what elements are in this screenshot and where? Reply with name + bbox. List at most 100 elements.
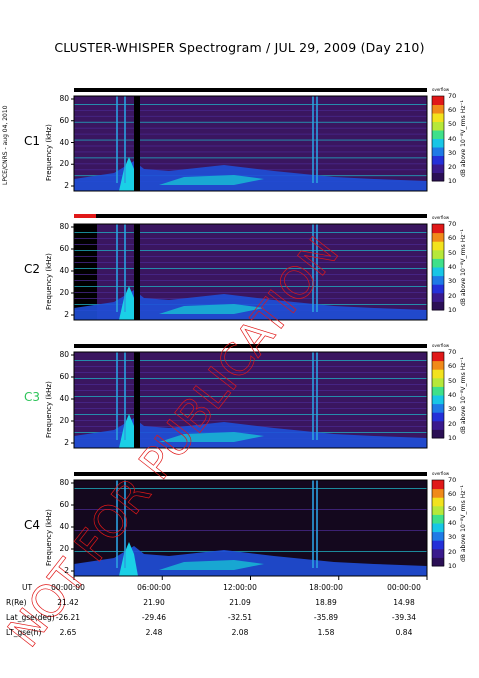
emission-line xyxy=(74,262,427,263)
colorbar-frame xyxy=(431,479,445,567)
colorbar-tick: 40 xyxy=(448,519,457,527)
y-tick-label: 2 xyxy=(64,438,69,447)
vertical-burst xyxy=(312,352,314,440)
emission-line xyxy=(74,274,427,275)
status-bar-gap-C2 xyxy=(74,214,96,218)
satellite-label-C3: C3 xyxy=(24,390,41,404)
colorbar-segment xyxy=(432,403,444,413)
emission-line xyxy=(74,232,427,233)
colorbar-segment xyxy=(432,540,444,550)
ephemeris-value: -26.21 xyxy=(55,613,81,622)
emission-line xyxy=(74,360,427,361)
colorbar-segment xyxy=(432,130,444,139)
emission-line xyxy=(74,157,427,159)
ephemeris-row: R(Re) 21.42 21.90 21.09 18.89 14.98 xyxy=(0,598,479,610)
enhancement-band xyxy=(159,175,264,185)
status-bar-C2 xyxy=(74,214,427,218)
colorbar-segment xyxy=(432,155,444,165)
y-tick-label: 40 xyxy=(59,522,69,531)
ephemeris-row-label: UT xyxy=(22,583,33,592)
vertical-burst xyxy=(116,96,118,183)
y-tick-label: 2 xyxy=(64,566,69,575)
colorbar-segment xyxy=(432,377,444,387)
calibration-gap-C3 xyxy=(134,352,140,448)
colorbar-tick: 30 xyxy=(448,405,457,414)
colorbar-segment xyxy=(432,523,444,533)
ephemeris-value: 06:00:00 xyxy=(137,583,171,592)
colorbar-segment xyxy=(432,488,444,498)
colorbar-segment xyxy=(432,232,444,242)
colorbar-segment xyxy=(432,480,444,490)
emission-line xyxy=(74,250,427,251)
colorbar-segment xyxy=(432,113,444,122)
colorbar-tick: 40 xyxy=(448,263,457,271)
y-tick-label: 40 xyxy=(59,394,69,403)
colorbar-segment xyxy=(432,258,444,268)
colorbar-segment xyxy=(432,224,444,234)
colorbar-segment xyxy=(432,241,444,251)
ephemeris-value: 1.58 xyxy=(317,628,335,637)
enhancement-06h xyxy=(119,542,138,576)
enhancement-band xyxy=(159,432,264,442)
colorbar-tick: 10 xyxy=(448,306,457,314)
y-tick-label: 60 xyxy=(59,244,69,253)
emission-line xyxy=(74,280,427,281)
colorbar-frame xyxy=(431,223,445,311)
colorbar-tick: 60 xyxy=(448,490,457,499)
vertical-burst xyxy=(312,224,314,312)
continuum-band xyxy=(74,290,427,320)
ephemeris-value: -32.51 xyxy=(227,613,253,622)
colorbar-top-label: overflow xyxy=(432,343,450,348)
colorbar-segment xyxy=(432,292,444,302)
colorbar-segment xyxy=(432,514,444,524)
colorbar-tick: 50 xyxy=(448,376,457,385)
colorbar-segment xyxy=(432,531,444,541)
continuum-band xyxy=(74,418,427,448)
ephemeris-value: 00:00:00 xyxy=(51,583,85,592)
emission-line xyxy=(74,530,427,531)
y-axis-label: Frequency (kHz) xyxy=(45,509,53,566)
colorbar-tick: 10 xyxy=(448,562,457,570)
colorbar-segment xyxy=(432,429,444,439)
emission-line xyxy=(74,402,427,403)
enhancement-06h xyxy=(119,286,138,320)
emission-line xyxy=(74,104,427,105)
status-bar-C3 xyxy=(74,344,427,348)
vertical-burst xyxy=(312,96,314,183)
emission-line xyxy=(74,115,427,117)
vertical-burst xyxy=(116,480,118,568)
colorbar-tick: 70 xyxy=(448,220,457,228)
colorbar-tick: 30 xyxy=(448,533,457,542)
colorbar-segment xyxy=(432,352,444,362)
colorbar-segment xyxy=(432,275,444,285)
ephemeris-value: 18:00:00 xyxy=(309,583,343,592)
colorbar-segment xyxy=(432,412,444,422)
ephemeris-value: 2.08 xyxy=(231,628,249,637)
y-axis-label: Frequency (kHz) xyxy=(45,253,53,310)
panel-frame-C3 xyxy=(73,351,428,449)
ephemeris-value: -35.89 xyxy=(313,613,339,622)
emission-line xyxy=(74,139,427,141)
calibration-gap-C1 xyxy=(134,96,140,191)
colorbar-segment xyxy=(432,164,444,173)
y-tick-label: 20 xyxy=(59,544,69,553)
vertical-burst xyxy=(316,224,318,312)
ephemeris-row: UT 00:00:00 06:00:00 12:00:00 18:00:00 00:00:… xyxy=(0,583,479,595)
colorbar-segment xyxy=(432,505,444,515)
colorbar-segment xyxy=(432,121,444,131)
ephemeris-value: 21.42 xyxy=(57,598,79,607)
colorbar-segment xyxy=(432,267,444,277)
ephemeris-row: Lat_gse(deg) -26.21 -29.46 -32.51 -35.89 -39.… xyxy=(0,613,479,625)
colorbar-segment xyxy=(432,249,444,259)
y-tick-label: 40 xyxy=(59,137,69,147)
vertical-burst xyxy=(124,96,126,183)
colorbar-label: dB above 10⁻⁸V_rms Hz⁻¹ xyxy=(460,357,467,434)
colorbar-segment xyxy=(432,172,444,182)
ephemeris-value: 18.89 xyxy=(315,598,337,607)
data-gap-C2 xyxy=(74,224,97,320)
vertical-burst xyxy=(316,480,318,568)
colorbar-tick: 30 xyxy=(448,148,457,157)
ephemeris-row: LT_gse(h) 2.65 2.48 2.08 1.58 0.84 xyxy=(0,628,479,640)
colorbar-segment xyxy=(432,386,444,396)
